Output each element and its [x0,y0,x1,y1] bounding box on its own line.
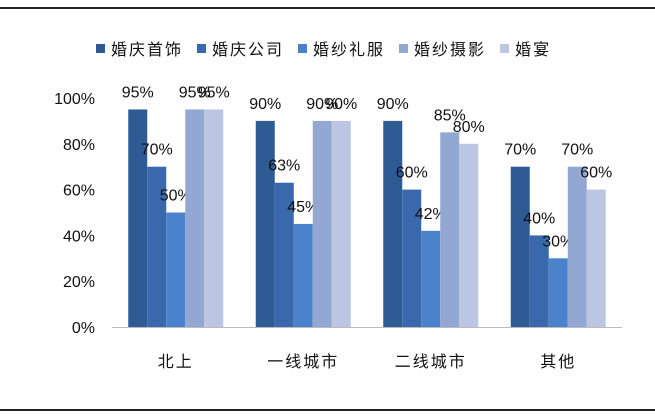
bar-0-2 [166,212,186,327]
bar-1-2 [293,223,313,327]
y-tick-label-0: 0% [72,320,95,337]
bar-1-0 [255,120,275,328]
bar-3-2 [548,258,568,327]
data-label-1-1: 63% [268,158,300,175]
bar-2-2 [421,230,441,327]
data-label-2-2: 42% [415,206,447,223]
data-label-0-4: 95% [198,84,230,101]
y-tick-label-3: 60% [63,183,95,200]
bar-0-4 [204,109,224,327]
data-label-2-1: 60% [396,165,428,182]
bar-1-1 [274,182,294,327]
data-label-1-3: 90% [306,96,338,113]
data-label-3-4: 60% [580,165,612,182]
legend-item-3: 婚纱摄影 [399,36,486,60]
y-tick-label-4: 80% [63,137,95,154]
bar-0-1 [147,166,167,327]
data-label-1-2: 45% [287,199,319,216]
data-label-0-1: 70% [141,142,173,159]
data-label-3-3: 70% [561,142,593,159]
bottom-rule [0,409,655,411]
bar-1-3 [312,120,332,328]
legend-label-2: 婚纱礼服 [313,40,386,59]
legend-swatch-0 [96,43,105,53]
bar-0-3 [185,109,205,327]
data-label-3-1: 40% [523,210,555,227]
legend-label-3: 婚纱摄影 [414,40,487,59]
legend-item-0: 婚庆首饰 [96,36,183,60]
bar-2-3 [440,132,460,327]
y-tick-label-2: 40% [63,228,95,245]
bar-2-4 [459,143,479,327]
x-tick-label-1: 一线城市 [267,352,339,371]
bar-2-0 [383,120,403,328]
bar-3-1 [529,235,549,327]
legend-item-4: 婚宴 [500,36,551,60]
legend-item-2: 婚纱礼服 [298,36,385,60]
bar-2-1 [402,189,422,327]
data-label-1-4: 90% [325,96,357,113]
data-label-0-3: 95% [179,84,211,101]
x-tick-label-3: 其他 [540,352,576,371]
data-label-0-2: 50% [160,188,192,205]
legend-swatch-2 [298,43,308,53]
x-tick-label-0: 北上 [158,352,194,371]
bar-3-0 [510,166,530,327]
legend-label-4: 婚宴 [515,40,552,59]
bar-3-3 [567,166,587,327]
legend-label-1: 婚庆公司 [212,40,285,59]
legend-swatch-4 [500,43,510,53]
data-label-1-0: 90% [249,96,281,113]
legend: 婚庆首饰 婚庆公司 婚纱礼服 婚纱摄影 婚宴 [96,36,551,60]
y-tick-label-1: 20% [63,274,95,291]
bar-0-0 [128,109,148,327]
legend-item-1: 婚庆公司 [197,36,284,60]
legend-swatch-1 [197,43,207,53]
y-tick-label-5: 100% [54,91,95,108]
data-label-3-0: 70% [504,142,536,159]
bar-3-4 [586,189,606,327]
legend-label-0: 婚庆首饰 [111,40,184,59]
legend-swatch-3 [399,43,409,53]
x-tick-label-2: 二线城市 [395,352,467,371]
top-rule [0,7,655,9]
data-label-2-0: 90% [377,96,409,113]
bar-1-4 [331,120,351,328]
data-label-2-3: 85% [434,107,466,124]
data-label-0-0: 95% [122,84,154,101]
data-label-3-2: 30% [542,233,574,250]
data-label-2-4: 80% [453,119,485,136]
